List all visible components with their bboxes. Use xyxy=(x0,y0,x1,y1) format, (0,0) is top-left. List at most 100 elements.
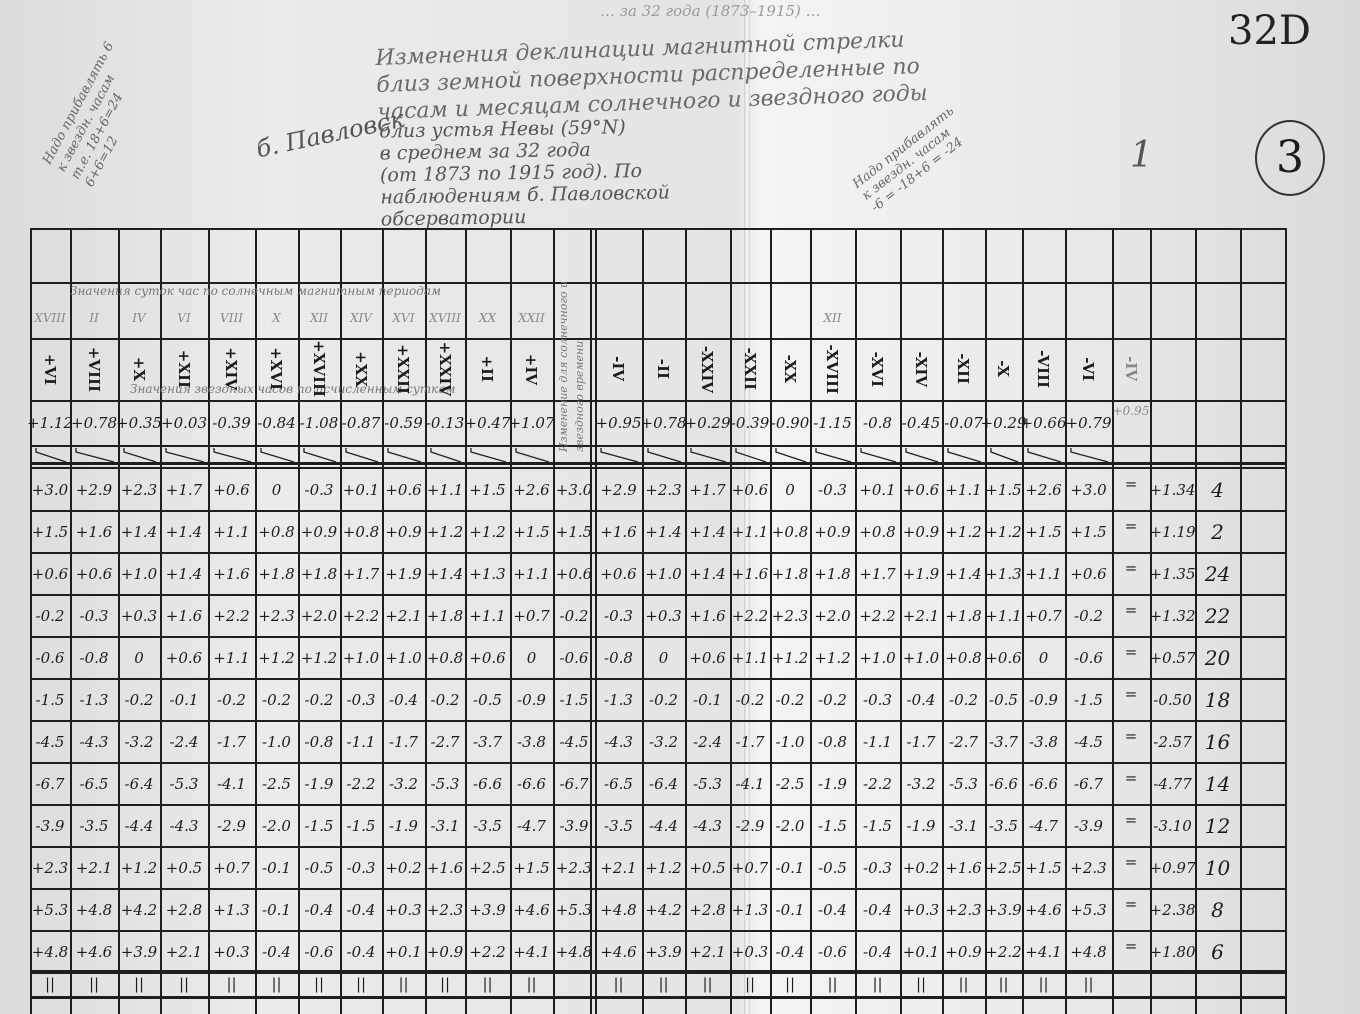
ditto-mark-text: || xyxy=(271,975,282,993)
equals-sign: = xyxy=(1112,589,1150,630)
data-cell: -0.4 xyxy=(855,931,900,972)
data-cell-text: -2.9 xyxy=(217,816,246,835)
left-header-value: -0.13 xyxy=(425,402,465,444)
data-cell-text: -4.3 xyxy=(79,732,109,751)
data-cell: -0.4 xyxy=(855,889,900,930)
ditto-mark-text: || xyxy=(398,975,409,993)
mean-value-text: +1.80 xyxy=(1149,942,1196,961)
data-cell-text: -2.5 xyxy=(775,774,805,793)
data-cell-text: -0.4 xyxy=(906,690,936,709)
right-hour-header-text: -II xyxy=(654,358,673,380)
data-cell: +0.8 xyxy=(340,511,382,552)
data-cell: -0.5 xyxy=(985,679,1022,720)
data-cell-text: +0.9 xyxy=(902,522,940,541)
hour-label: 4 xyxy=(1195,469,1240,510)
left-header-value: -0.39 xyxy=(208,402,255,444)
data-cell-text: +2.8 xyxy=(165,900,203,919)
data-cell: -1.9 xyxy=(900,805,942,846)
data-cell: +1.0 xyxy=(642,553,685,594)
right-hour-header: -VIII xyxy=(1022,340,1065,398)
data-cell: +2.2 xyxy=(730,595,770,636)
ditto-mark: || xyxy=(900,972,942,996)
hour-label: 18 xyxy=(1195,679,1240,720)
data-cell: 0 xyxy=(118,637,160,678)
right-header-value: -0.45 xyxy=(900,402,942,444)
data-cell-text: +2.9 xyxy=(75,480,113,499)
data-cell: +1.9 xyxy=(382,553,425,594)
left-hour-header: +XXIV xyxy=(425,340,465,398)
small-numeral-text: XVIII xyxy=(34,311,66,325)
data-cell-text: -3.5 xyxy=(604,816,633,835)
data-cell: +1.2 xyxy=(298,637,340,678)
hour-label-text: 20 xyxy=(1204,645,1231,670)
ditto-mark-text: || xyxy=(958,975,969,993)
mean-value-text: +0.57 xyxy=(1149,648,1196,667)
data-cell: -5.3 xyxy=(425,763,465,804)
data-cell: -1.9 xyxy=(298,763,340,804)
data-cell-text: -0.6 xyxy=(1074,648,1103,667)
left-hour-header: +XXII xyxy=(382,340,425,398)
data-cell: +1.0 xyxy=(855,637,900,678)
data-cell-text: +2.2 xyxy=(469,942,506,961)
mean-value-text: +0.97 xyxy=(1149,858,1196,877)
right-header-value: +0.66 xyxy=(1021,402,1067,444)
left-hour-header-text: +XX xyxy=(352,351,370,387)
data-cell-text: +2.6 xyxy=(1025,480,1062,499)
left-header-value: -0.59 xyxy=(382,402,425,444)
row-line xyxy=(30,552,1285,554)
right-hour-header-text: -XVI xyxy=(868,351,887,387)
data-cell: +1.1 xyxy=(510,553,553,594)
data-cell-text: +0.6 xyxy=(469,648,506,667)
mean-value: +1.32 xyxy=(1150,595,1196,636)
data-cell: +2.5 xyxy=(465,847,510,888)
data-cell-text: -6.7 xyxy=(35,774,65,793)
data-cell-text: +1.5 xyxy=(985,480,1022,499)
data-cell: -6.6 xyxy=(465,763,510,804)
data-cell: +0.3 xyxy=(382,889,425,930)
column-line xyxy=(642,228,644,1014)
mean-value-text: -4.77 xyxy=(1153,774,1192,793)
data-cell: +1.0 xyxy=(382,637,425,678)
data-cell-text: +1.3 xyxy=(213,900,250,919)
data-cell-text: +1.3 xyxy=(731,900,769,919)
small-numeral-text: VIII xyxy=(220,311,243,325)
data-cell: +1.5 xyxy=(1022,847,1065,888)
data-cell-text: +1.5 xyxy=(1070,522,1107,541)
data-cell-text: +2.3 xyxy=(258,606,295,625)
data-cell-text: -1.5 xyxy=(35,690,65,709)
data-cell-text: +1.1 xyxy=(213,648,250,667)
data-cell-text: +1.6 xyxy=(600,522,637,541)
right-hour-header-text: -X xyxy=(994,360,1013,378)
data-cell-text: +0.1 xyxy=(902,942,940,961)
right-header-value-text: +0.78 xyxy=(640,414,687,432)
data-cell-text: +0.3 xyxy=(902,900,940,919)
data-cell: +2.1 xyxy=(900,595,942,636)
ditto-mark: || xyxy=(510,972,553,996)
data-cell-text: +1.6 xyxy=(731,564,769,583)
equals-sign: = xyxy=(1112,631,1150,672)
data-cell: -3.1 xyxy=(425,805,465,846)
right-hour-header: -II xyxy=(642,340,685,398)
data-cell: -0.6 xyxy=(810,931,855,972)
data-cell-text: -4.1 xyxy=(735,774,765,793)
data-cell-text: +1.0 xyxy=(385,648,422,667)
right-header-value-text: -0.8 xyxy=(863,414,892,432)
data-cell-text: -3.7 xyxy=(989,732,1018,751)
ditto-mark-text: || xyxy=(44,975,56,993)
data-cell: +1.1 xyxy=(208,511,255,552)
data-cell-text: -6.4 xyxy=(649,774,678,793)
ditto-mark: || xyxy=(298,972,340,996)
data-cell-text: -3.2 xyxy=(649,732,678,751)
data-cell: +1.5 xyxy=(1065,511,1112,552)
data-cell: -0.2 xyxy=(208,679,255,720)
left-hour-header-text: +II xyxy=(478,355,497,383)
data-cell-text: +1.5 xyxy=(31,522,69,541)
middle-cell: -1.5 xyxy=(553,679,595,720)
data-cell-text: -0.1 xyxy=(775,858,805,877)
ditto-mark: || xyxy=(255,972,298,996)
data-cell-text: +1.0 xyxy=(645,564,682,583)
data-cell-text: +2.5 xyxy=(985,858,1022,877)
data-cell: -3.5 xyxy=(595,805,642,846)
data-cell-text: +4.6 xyxy=(513,900,550,919)
data-cell: -0.8 xyxy=(810,721,855,762)
